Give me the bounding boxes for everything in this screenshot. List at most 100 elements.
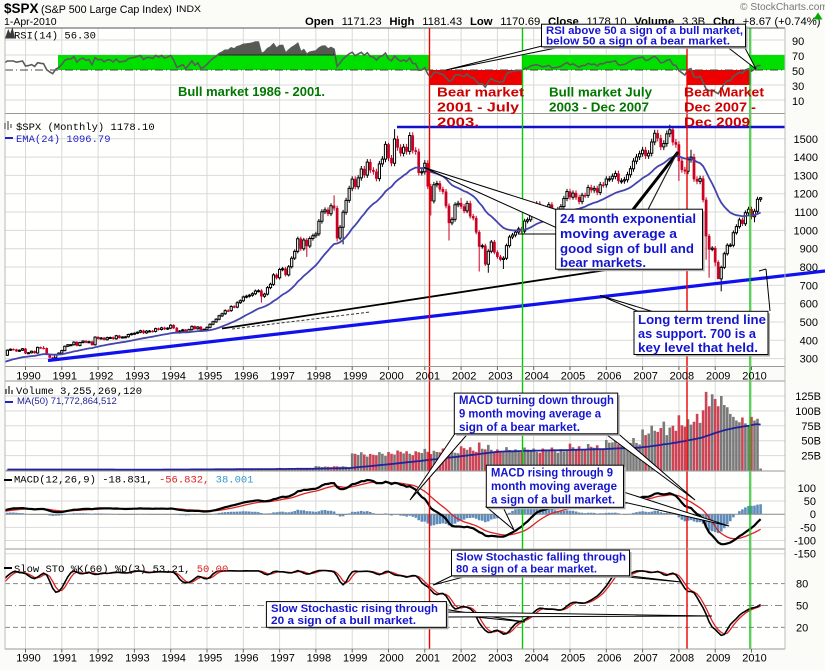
svg-text:2000: 2000 — [379, 371, 403, 383]
svg-text:0: 0 — [810, 509, 816, 521]
svg-text:50: 50 — [792, 66, 804, 78]
svg-text:good sign of bull and: good sign of bull and — [560, 241, 694, 256]
svg-text:1-Apr-2010: 1-Apr-2010 — [4, 16, 57, 28]
svg-text:1400: 1400 — [794, 152, 818, 164]
svg-text:-150: -150 — [794, 549, 816, 561]
svg-text:125B: 125B — [795, 391, 821, 403]
svg-text:600: 600 — [800, 299, 818, 311]
svg-text:2010: 2010 — [742, 653, 766, 665]
svg-text:1300: 1300 — [794, 170, 818, 182]
svg-text:10: 10 — [792, 96, 804, 108]
svg-text:900: 900 — [800, 244, 818, 256]
svg-text:2003: 2003 — [488, 371, 512, 383]
svg-text:MACD rising through 9: MACD rising through 9 — [491, 466, 613, 480]
svg-text:75B: 75B — [801, 421, 821, 433]
svg-text:20: 20 — [796, 622, 808, 634]
svg-text:1999: 1999 — [343, 653, 367, 665]
svg-text:as support. 700 is a: as support. 700 is a — [638, 327, 757, 341]
svg-text:2001 - July: 2001 - July — [437, 101, 519, 115]
svg-text:80 a sign of a bear market.: 80 a sign of a bear market. — [456, 564, 597, 576]
svg-text:1000: 1000 — [794, 225, 818, 237]
svg-text:80: 80 — [796, 579, 808, 591]
svg-text:1996: 1996 — [234, 653, 258, 665]
svg-text:Bear Market: Bear Market — [684, 86, 765, 100]
svg-text:Bull market July: Bull market July — [549, 86, 652, 100]
svg-text:800: 800 — [800, 262, 818, 274]
svg-text:month moving average: month moving average — [491, 479, 617, 493]
svg-text:2003 - Dec 2007: 2003 - Dec 2007 — [549, 101, 649, 115]
svg-text:2002: 2002 — [452, 653, 476, 665]
svg-text:1100: 1100 — [794, 207, 818, 219]
svg-text:50: 50 — [804, 496, 816, 508]
svg-text:1993: 1993 — [125, 371, 149, 383]
svg-text:1500: 1500 — [794, 134, 818, 146]
svg-text:bear markets.: bear markets. — [560, 255, 646, 270]
svg-text:2002: 2002 — [452, 371, 476, 383]
svg-text:20 a sign of a bull market.: 20 a sign of a bull market. — [271, 615, 416, 627]
svg-text:1998: 1998 — [307, 653, 331, 665]
svg-text:2010: 2010 — [742, 371, 766, 383]
svg-text:400: 400 — [800, 335, 818, 347]
svg-text:2006: 2006 — [597, 371, 621, 383]
svg-text:2000: 2000 — [379, 653, 403, 665]
svg-text:1995: 1995 — [198, 653, 222, 665]
svg-text:2008: 2008 — [670, 653, 694, 665]
svg-text:50: 50 — [796, 601, 808, 613]
svg-text:2003.: 2003. — [437, 116, 479, 130]
svg-text:25B: 25B — [801, 451, 821, 463]
svg-text:RSI(14) 56.30: RSI(14) 56.30 — [14, 31, 96, 43]
svg-text:Volume 3,255,269,120: Volume 3,255,269,120 — [16, 386, 142, 398]
svg-text:MACD turning down through: MACD turning down through — [459, 393, 614, 407]
svg-text:2001: 2001 — [416, 653, 440, 665]
svg-text:© StockCharts.com: © StockCharts.com — [740, 2, 825, 13]
svg-text:Slow STO %K(60) %D(3) 53.21, 5: Slow STO %K(60) %D(3) 53.21, 50.00 — [14, 564, 228, 576]
svg-text:Slow Stochastic falling throug: Slow Stochastic falling through — [456, 552, 626, 564]
svg-text:a sign of a bull market.: a sign of a bull market. — [491, 493, 615, 507]
svg-text:1994: 1994 — [161, 653, 185, 665]
svg-text:100: 100 — [798, 483, 816, 495]
svg-text:1991: 1991 — [53, 653, 77, 665]
svg-text:1200: 1200 — [794, 189, 818, 201]
svg-text:300: 300 — [800, 354, 818, 366]
svg-text:2008: 2008 — [670, 371, 694, 383]
svg-text:2004: 2004 — [524, 371, 548, 383]
svg-text:-50: -50 — [800, 522, 816, 534]
svg-text:Bull market 1986 - 2001.: Bull market 1986 - 2001. — [178, 85, 325, 99]
svg-text:MACD(12,26,9) -18.831, -56.832: MACD(12,26,9) -18.831, -56.832, 38.001 — [14, 475, 253, 487]
svg-text:Dec 2009: Dec 2009 — [684, 116, 750, 130]
svg-text:2009: 2009 — [706, 371, 730, 383]
svg-text:1990: 1990 — [16, 371, 40, 383]
svg-text:1991: 1991 — [53, 371, 77, 383]
svg-text:500: 500 — [800, 317, 818, 329]
svg-text:moving average a: moving average a — [560, 226, 678, 241]
svg-text:MA(50) 71,772,864,512: MA(50) 71,772,864,512 — [17, 396, 117, 407]
svg-text:INDX: INDX — [176, 4, 202, 15]
svg-text:below 50 a sign of a bear mark: below 50 a sign of a bear market. — [546, 36, 730, 48]
svg-text:1999: 1999 — [343, 371, 367, 383]
svg-text:2003: 2003 — [488, 653, 512, 665]
svg-text:EMA(24) 1096.79: EMA(24) 1096.79 — [16, 134, 111, 146]
svg-text:1992: 1992 — [89, 653, 113, 665]
svg-text:1992: 1992 — [89, 371, 113, 383]
svg-text:90: 90 — [792, 36, 804, 48]
svg-text:$SPX: $SPX — [4, 1, 39, 16]
svg-text:100B: 100B — [795, 406, 821, 418]
svg-text:1990: 1990 — [16, 653, 40, 665]
svg-text:Slow Stochastic rising through: Slow Stochastic rising through — [271, 603, 438, 615]
svg-text:2004: 2004 — [524, 653, 548, 665]
svg-text:2006: 2006 — [597, 653, 621, 665]
svg-text:1996: 1996 — [234, 371, 258, 383]
svg-text:24 month exponential: 24 month exponential — [560, 211, 696, 226]
svg-text:2007: 2007 — [633, 653, 657, 665]
svg-text:700: 700 — [800, 280, 818, 292]
svg-text:key level that held.: key level that held. — [638, 341, 758, 355]
svg-text:sign of a bear market.: sign of a bear market. — [459, 420, 580, 434]
svg-text:1998: 1998 — [307, 371, 331, 383]
svg-text:2005: 2005 — [561, 653, 585, 665]
svg-text:1994: 1994 — [161, 371, 185, 383]
svg-text:RSI above 50 a sign of a bull: RSI above 50 a sign of a bull market, — [546, 25, 743, 37]
svg-text:50B: 50B — [801, 436, 821, 448]
svg-text:2001: 2001 — [416, 371, 440, 383]
svg-text:Dec 2007 -: Dec 2007 - — [684, 101, 756, 115]
svg-text:Long term trend line: Long term trend line — [638, 313, 766, 327]
